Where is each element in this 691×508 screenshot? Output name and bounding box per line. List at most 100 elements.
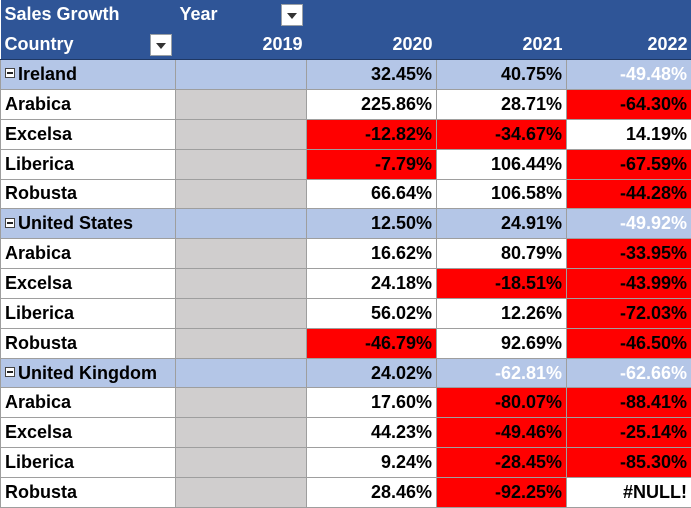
column-header-2021: 2021 <box>436 29 567 61</box>
country-label-cell[interactable]: United States <box>0 208 176 240</box>
value-cell-2020[interactable]: -12.82% <box>306 118 437 150</box>
country-label-cell[interactable]: Ireland <box>0 59 176 91</box>
collapse-icon[interactable] <box>5 68 15 79</box>
value-cell-2022[interactable]: -44.28% <box>566 178 691 210</box>
value-cell-2021[interactable]: 106.58% <box>436 178 567 210</box>
value-cell-2022[interactable]: -72.03% <box>566 297 691 329</box>
value-cell-2022[interactable]: -85.30% <box>566 447 691 478</box>
value-cell-2019[interactable] <box>175 477 307 508</box>
year-filter-dropdown-icon[interactable] <box>280 3 303 26</box>
value-cell-2021[interactable]: -92.25% <box>436 477 567 508</box>
value-cell-2020[interactable]: -46.79% <box>306 327 437 359</box>
row-label: Ireland <box>18 64 78 85</box>
value-cell-2019[interactable] <box>175 447 307 478</box>
column-header-2022: 2022 <box>566 29 691 61</box>
values-field-label: Sales Growth <box>0 0 176 30</box>
value-cell-2019[interactable] <box>175 357 307 389</box>
value-cell-2022[interactable]: -46.50% <box>566 327 691 359</box>
value-cell-2019[interactable] <box>175 327 307 359</box>
value-cell-2020[interactable]: 12.50% <box>306 208 437 240</box>
product-label-cell: Arabica <box>0 387 176 419</box>
header-row-values: Sales Growth Year <box>0 0 691 30</box>
row-label: Liberica <box>5 452 75 473</box>
product-row: Excelsa -12.82% -34.67% 14.19% <box>0 118 691 150</box>
product-row: Liberica -7.79% 106.44% -67.59% <box>0 148 691 180</box>
value-cell-2019[interactable] <box>175 178 307 210</box>
row-label: Excelsa <box>5 123 73 144</box>
value-cell-2020[interactable]: 9.24% <box>306 447 437 478</box>
value-cell-2019[interactable] <box>175 118 307 150</box>
value-cell-2021[interactable]: 12.26% <box>436 297 567 329</box>
value-cell-2022[interactable]: -49.92% <box>566 208 691 240</box>
value-cell-2021[interactable]: -18.51% <box>436 268 567 299</box>
value-cell-2020[interactable]: 56.02% <box>306 297 437 329</box>
value-cell-2021[interactable]: 106.44% <box>436 148 567 180</box>
row-label: United Kingdom <box>18 362 157 383</box>
product-row: Robusta -46.79% 92.69% -46.50% <box>0 327 691 359</box>
value-cell-2021[interactable]: -62.81% <box>436 357 567 389</box>
product-label-cell: Robusta <box>0 327 176 359</box>
value-cell-2021[interactable]: 24.91% <box>436 208 567 240</box>
value-cell-2022[interactable]: -25.14% <box>566 417 691 449</box>
value-cell-2019[interactable] <box>175 417 307 449</box>
row-field-cell: Country <box>0 29 176 61</box>
value-cell-2021[interactable]: -80.07% <box>436 387 567 419</box>
value-cell-2022[interactable]: -43.99% <box>566 268 691 299</box>
value-cell-2020[interactable]: 17.60% <box>306 387 437 419</box>
value-cell-2020[interactable]: 16.62% <box>306 238 437 270</box>
value-cell-2019[interactable] <box>175 268 307 299</box>
value-cell-2022[interactable]: -88.41% <box>566 387 691 419</box>
country-group-row: United States 12.50% 24.91% -49.92% <box>0 208 691 240</box>
row-label: Liberica <box>5 302 75 323</box>
country-label-cell[interactable]: United Kingdom <box>0 357 176 389</box>
value-cell-2019[interactable] <box>175 89 307 120</box>
product-label-cell: Excelsa <box>0 417 176 449</box>
value-cell-2021[interactable]: -34.67% <box>436 118 567 150</box>
value-cell-2019[interactable] <box>175 238 307 270</box>
value-cell-2022[interactable]: -67.59% <box>566 148 691 180</box>
value-cell-2021[interactable]: 92.69% <box>436 327 567 359</box>
value-cell-2022[interactable]: -33.95% <box>566 238 691 270</box>
product-row: Arabica 16.62% 80.79% -33.95% <box>0 238 691 270</box>
value-cell-2021[interactable]: -28.45% <box>436 447 567 478</box>
row-label: Arabica <box>5 243 72 264</box>
country-filter-dropdown-icon[interactable] <box>149 33 172 56</box>
value-cell-2019[interactable] <box>175 208 307 240</box>
row-label: Robusta <box>5 482 77 502</box>
value-cell-2020[interactable]: 225.86% <box>306 89 437 120</box>
product-label-cell: Liberica <box>0 297 176 329</box>
row-label: Excelsa <box>5 422 73 443</box>
value-cell-2019[interactable] <box>175 148 307 180</box>
value-cell-2022[interactable]: -62.66% <box>566 357 691 389</box>
row-label: Excelsa <box>5 273 73 294</box>
value-cell-2020[interactable]: 28.46% <box>306 477 437 508</box>
column-field-label: Year <box>179 4 218 25</box>
value-cell-2022[interactable]: -49.48% <box>566 59 691 91</box>
collapse-icon[interactable] <box>5 366 15 377</box>
value-cell-2021[interactable]: 80.79% <box>436 238 567 270</box>
product-label-cell: Arabica <box>0 89 176 120</box>
value-cell-2020[interactable]: 24.02% <box>306 357 437 389</box>
value-cell-2021[interactable]: -49.46% <box>436 417 567 449</box>
value-cell-2020[interactable]: 66.64% <box>306 178 437 210</box>
product-label-cell: Robusta <box>0 477 176 508</box>
row-label: Arabica <box>5 93 72 114</box>
value-cell-2020[interactable]: 32.45% <box>306 59 437 91</box>
value-cell-2019[interactable] <box>175 59 307 91</box>
product-label-cell: Arabica <box>0 238 176 270</box>
product-label-cell: Liberica <box>0 148 176 180</box>
product-row: Liberica 56.02% 12.26% -72.03% <box>0 297 691 329</box>
value-cell-2020[interactable]: 44.23% <box>306 417 437 449</box>
value-cell-2022[interactable]: -64.30% <box>566 89 691 120</box>
value-cell-2019[interactable] <box>175 387 307 419</box>
collapse-icon[interactable] <box>5 217 15 228</box>
product-row: Excelsa 44.23% -49.46% -25.14% <box>0 417 691 449</box>
value-cell-2020[interactable]: -7.79% <box>306 148 437 180</box>
value-cell-2022[interactable]: 14.19% <box>566 118 691 150</box>
value-cell-2022[interactable]: #NULL! <box>566 477 691 508</box>
value-cell-2021[interactable]: 40.75% <box>436 59 567 91</box>
value-cell-2021[interactable]: 28.71% <box>436 89 567 120</box>
value-cell-2020[interactable]: 24.18% <box>306 268 437 299</box>
value-cell-2019[interactable] <box>175 297 307 329</box>
